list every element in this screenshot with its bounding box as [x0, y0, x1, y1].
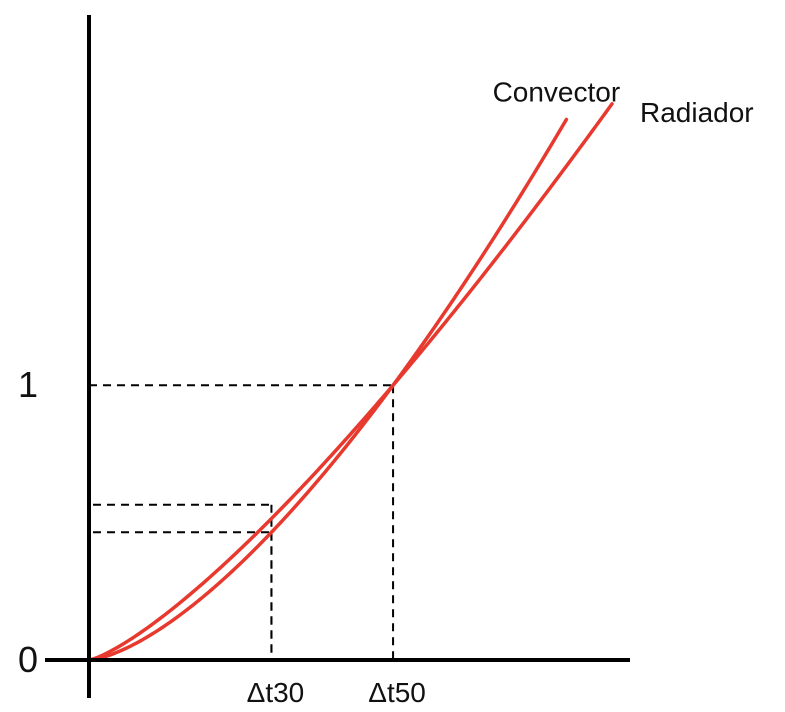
- series-labels: Convector Radiador: [493, 76, 754, 127]
- y-tick-label-0: 0: [18, 639, 38, 680]
- reference-lines: [89, 384, 395, 660]
- y-tick-label-1: 1: [18, 364, 38, 405]
- y-tick-labels: 01: [18, 364, 38, 680]
- x-tick-label-1: Δt50: [368, 677, 426, 708]
- series-curves: [87, 102, 614, 662]
- series-line-radiador: [87, 102, 614, 662]
- x-tick-labels: Δt30 Δt50: [247, 677, 426, 708]
- series-label-convector: Convector: [493, 76, 621, 107]
- series-label-radiador: Radiador: [640, 97, 754, 128]
- x-tick-label-0: Δt30: [247, 677, 305, 708]
- series-line-convector: [87, 117, 569, 662]
